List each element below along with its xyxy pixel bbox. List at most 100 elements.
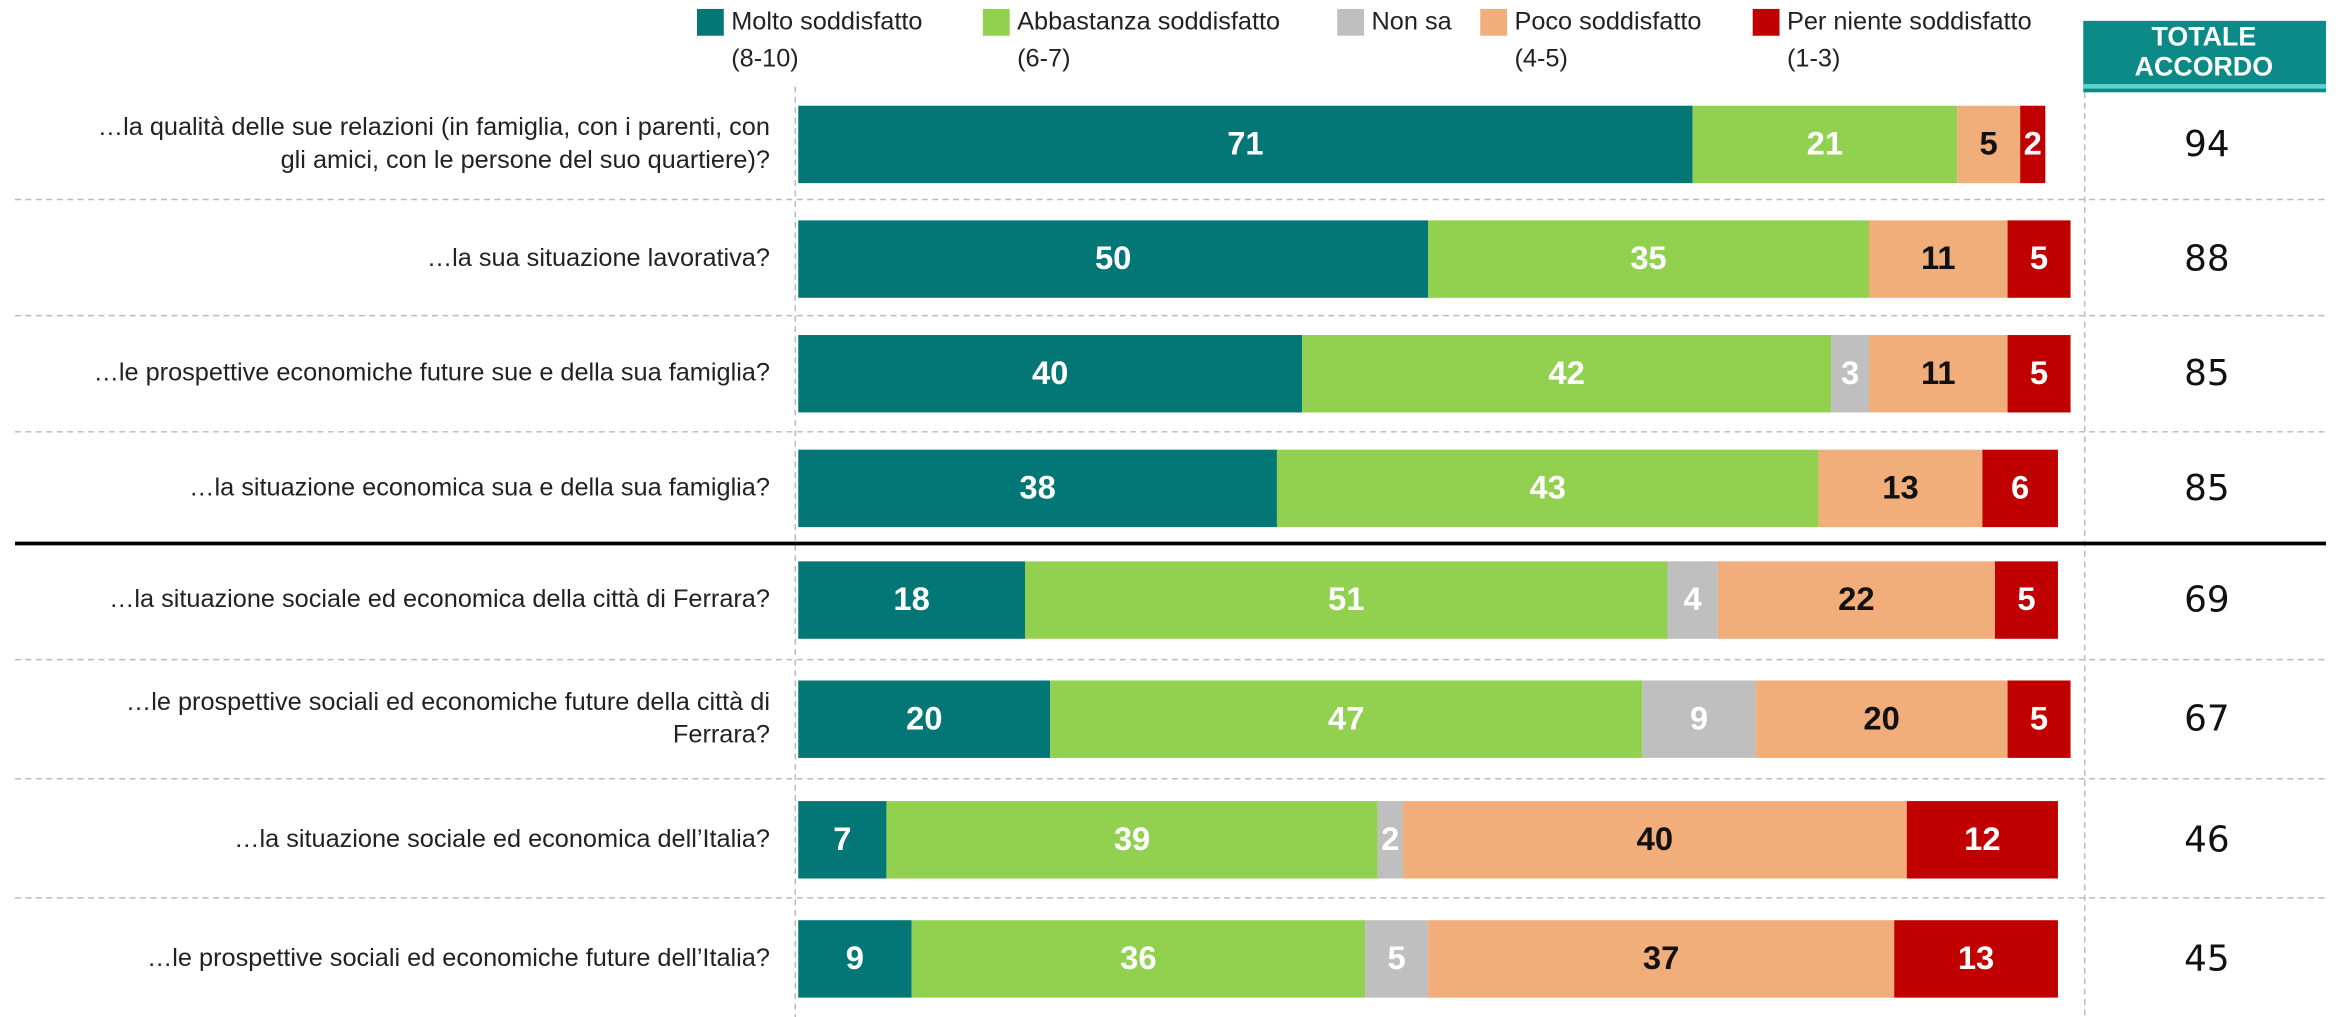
bar-segment	[1755, 680, 2008, 758]
legend-label: Per niente soddisfatto (1-3)	[1787, 7, 2032, 72]
value-label: 5	[2030, 699, 2048, 736]
bar-segment	[2007, 335, 2071, 413]
bar-segment	[1667, 561, 1718, 639]
bar-segment	[2007, 680, 2071, 758]
bar-segment	[1428, 920, 1895, 998]
value-label: 9	[1690, 699, 1708, 736]
value-label: 11	[1921, 354, 1956, 391]
value-label: 5	[2030, 239, 2048, 276]
bar-segment	[1894, 920, 2058, 998]
value-label: 51	[1328, 580, 1364, 617]
bar-segment	[1024, 561, 1668, 639]
bar-segment	[1365, 920, 1429, 998]
legend-swatch	[982, 8, 1010, 36]
bar-segment	[1402, 801, 1907, 879]
bar-segment	[798, 561, 1025, 639]
total-value: 94	[2184, 124, 2229, 165]
bar-segment	[798, 920, 912, 998]
bar-segment	[1868, 220, 2008, 298]
total-value: 67	[2184, 699, 2229, 740]
value-label: 5	[1387, 939, 1405, 976]
bar-segment	[2007, 220, 2071, 298]
bar-segment	[1818, 449, 1983, 528]
value-label: 42	[1548, 354, 1584, 391]
bar-segment	[1994, 561, 2058, 639]
value-label: 6	[2011, 469, 2029, 506]
value-label: 5	[1980, 125, 1998, 162]
value-label: 20	[1863, 699, 1899, 736]
category-label: …la situazione sociale ed economica dell…	[109, 585, 770, 613]
total-value: 46	[2184, 819, 2229, 860]
bar-segment	[798, 220, 1429, 298]
bar-segment	[1642, 680, 1756, 758]
bar-segment	[1692, 105, 1958, 184]
bar-segment	[1428, 220, 1869, 298]
value-label: 9	[846, 939, 864, 976]
legend-label: Molto soddisfatto (8-10)	[731, 7, 922, 72]
value-label: 5	[2030, 354, 2048, 391]
value-label: 12	[1964, 820, 2000, 857]
bar-segment	[1302, 335, 1832, 413]
value-label: 4	[1684, 580, 1703, 617]
value-label: 47	[1328, 699, 1364, 736]
legend-label: Poco soddisfatto (4-5)	[1514, 7, 1701, 72]
value-label: 5	[2017, 580, 2035, 617]
bar-segment	[798, 801, 887, 879]
bar-segment	[911, 920, 1366, 998]
category-label: …la situazione sociale ed economica dell…	[234, 824, 770, 852]
total-value: 88	[2184, 239, 2229, 280]
bar-segment	[886, 801, 1378, 879]
value-label: 50	[1095, 239, 1131, 276]
value-label: 18	[893, 580, 929, 617]
bar-segment	[1831, 335, 1869, 413]
value-label: 43	[1530, 469, 1566, 506]
value-label: 22	[1838, 580, 1874, 617]
total-value: 69	[2184, 580, 2229, 621]
bar-segment	[798, 449, 1277, 528]
value-label: 20	[906, 699, 942, 736]
legend-swatch	[1480, 8, 1508, 36]
bar-segment	[1906, 801, 2058, 879]
bar-segment	[1982, 449, 2058, 528]
legend-label: Abbastanza soddisfatto (6-7)	[1017, 7, 1280, 72]
bar-segment	[798, 680, 1051, 758]
total-value: 45	[2184, 938, 2229, 979]
legend-swatch	[1337, 8, 1365, 36]
legend-swatch	[1752, 8, 1780, 36]
legend-swatch	[696, 8, 724, 36]
bar-segment	[1717, 561, 1995, 639]
bar-segment	[1868, 335, 2008, 413]
category-label: …la sua situazione lavorativa?	[427, 244, 770, 272]
total-header: TOTALE ACCORDO	[2135, 22, 2273, 82]
value-label: 7	[833, 820, 851, 857]
bar-segment	[2020, 105, 2046, 184]
value-label: 2	[1381, 820, 1399, 857]
value-label: 71	[1227, 125, 1263, 162]
category-label: …le prospettive sociali ed economiche fu…	[147, 944, 770, 972]
bar-segment	[1276, 449, 1819, 528]
total-header-box	[2083, 20, 2326, 93]
value-label: 35	[1630, 239, 1666, 276]
value-label: 2	[2024, 125, 2042, 162]
value-label: 40	[1637, 820, 1673, 857]
bar-segment	[1957, 105, 2021, 184]
bar-segment	[798, 105, 1693, 184]
category-label: …le prospettive sociali ed economiche fu…	[126, 688, 770, 749]
value-label: 13	[1882, 469, 1918, 506]
category-label: …la qualità delle sue relazioni (in fami…	[98, 113, 770, 174]
value-label: 11	[1921, 239, 1956, 276]
bar-segment	[1377, 801, 1403, 879]
value-label: 38	[1019, 469, 1055, 506]
value-label: 3	[1841, 354, 1859, 391]
total-value: 85	[2184, 353, 2229, 394]
value-label: 37	[1643, 939, 1679, 976]
value-label: 39	[1114, 820, 1150, 857]
total-value: 85	[2184, 468, 2229, 509]
category-label: …la situazione economica sua e della sua…	[189, 473, 770, 501]
value-label: 21	[1807, 125, 1843, 162]
category-label: …le prospettive economiche future sue e …	[94, 358, 770, 386]
bar-segment	[798, 335, 1303, 413]
value-label: 36	[1120, 939, 1156, 976]
legend-label: Non sa	[1372, 7, 1453, 35]
